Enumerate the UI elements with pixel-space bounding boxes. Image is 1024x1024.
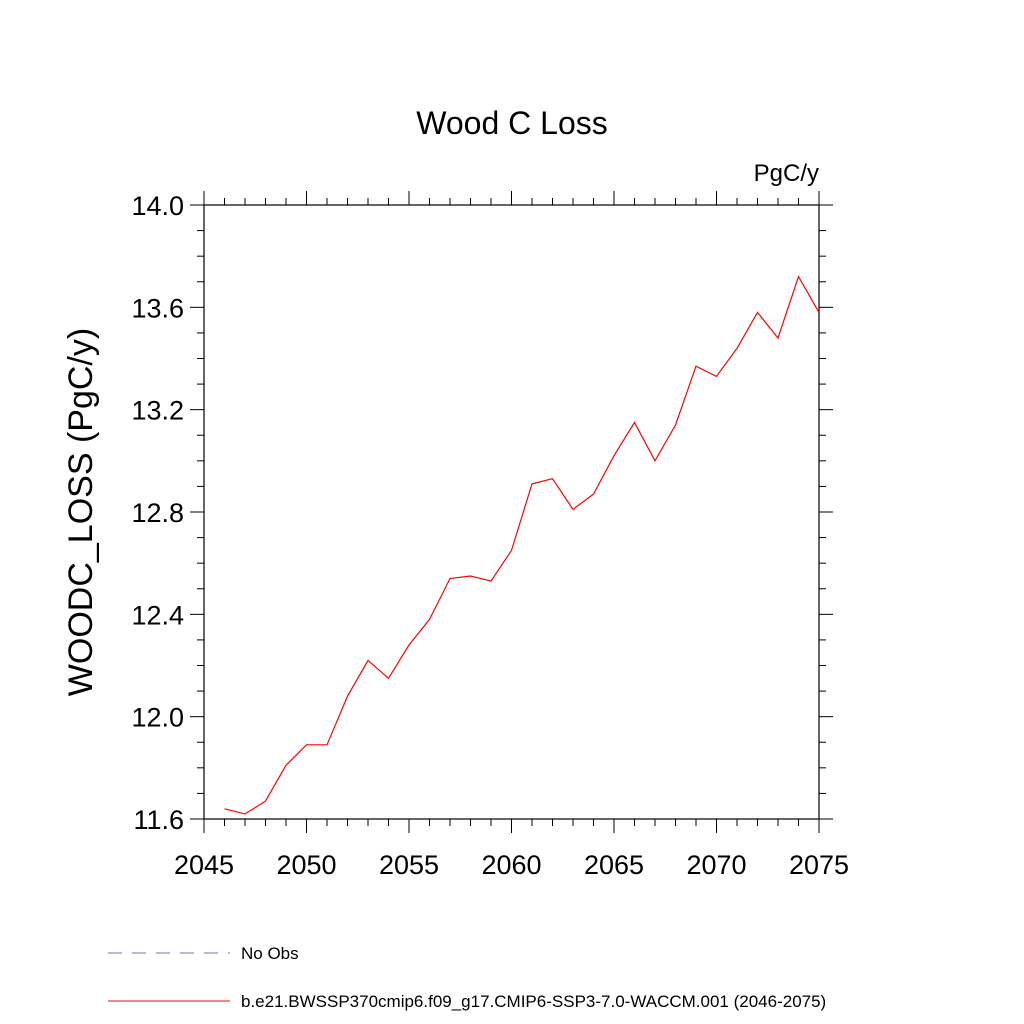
x-tick-label: 2065: [584, 850, 644, 880]
y-tick-label: 13.6: [131, 293, 184, 323]
series-group: [224, 275, 820, 815]
units-label: PgC/y: [754, 160, 819, 187]
x-tick-label: 2075: [789, 850, 849, 880]
x-tick-label: 2045: [174, 850, 234, 880]
series-line: [224, 275, 820, 815]
x-tick-labels: 2045 2050 2055 2060 2065 2070 2075: [174, 850, 849, 880]
y-tick-label: 12.4: [131, 600, 184, 630]
legend-label: No Obs: [241, 944, 299, 963]
y-tick-label: 11.6: [133, 805, 184, 835]
y-tick-label: 13.2: [131, 396, 184, 426]
axis-ticks: [190, 191, 833, 833]
x-tick-label: 2070: [686, 850, 746, 880]
legend-label: b.e21.BWSSP370cmip6.f09_g17.CMIP6-SSP3-7…: [241, 992, 826, 1011]
plot-frame: [203, 204, 820, 820]
x-tick-label: 2050: [276, 850, 336, 880]
x-tick-label: 2055: [379, 850, 439, 880]
legend: No Obs b.e21.BWSSP370cmip6.f09_g17.CMIP6-…: [108, 944, 826, 1011]
y-tick-label: 12.0: [131, 703, 184, 733]
chart-title: Wood C Loss: [416, 105, 608, 141]
y-tick-label: 14.0: [131, 191, 184, 221]
x-tick-label: 2060: [481, 850, 541, 880]
y-axis-label: WOODC_LOSS (PgC/y): [62, 328, 100, 696]
y-tick-labels: 11.6 12.0 12.4 12.8 13.2 13.6 14.0: [131, 191, 184, 835]
y-tick-label: 12.8: [131, 498, 184, 528]
